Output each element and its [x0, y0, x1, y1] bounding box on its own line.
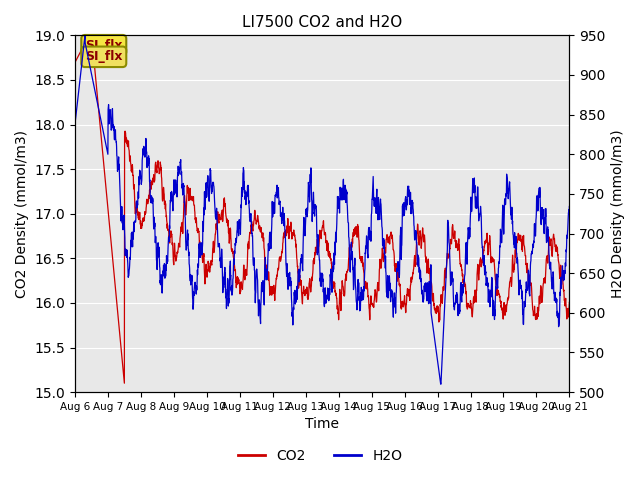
CO2	[348, 248, 355, 253]
Y-axis label: CO2 Density (mmol/m3): CO2 Density (mmol/m3)	[15, 130, 29, 298]
Text: SI_flx: SI_flx	[85, 50, 122, 63]
H2O	[437, 381, 445, 387]
H2O	[81, 33, 89, 38]
H2O	[536, 184, 543, 190]
H2O	[466, 234, 474, 240]
CO2	[88, 28, 95, 34]
CO2	[337, 292, 344, 298]
H2O	[209, 182, 217, 188]
CO2	[566, 300, 573, 305]
Line: CO2: CO2	[75, 31, 570, 383]
H2O	[71, 120, 79, 125]
Line: H2O: H2O	[75, 36, 570, 384]
X-axis label: Time: Time	[305, 418, 339, 432]
CO2	[71, 59, 79, 65]
H2O	[522, 289, 530, 295]
CO2	[209, 239, 217, 244]
H2O	[347, 247, 355, 252]
H2O	[337, 184, 344, 190]
Text: SI_flx: SI_flx	[85, 39, 122, 52]
H2O	[566, 204, 573, 209]
Legend: CO2, H2O: CO2, H2O	[232, 443, 408, 468]
CO2	[466, 304, 474, 310]
CO2	[536, 301, 543, 307]
CO2	[120, 380, 128, 386]
Title: LI7500 CO2 and H2O: LI7500 CO2 and H2O	[242, 15, 403, 30]
CO2	[522, 261, 530, 266]
Y-axis label: H2O Density (mmol/m3): H2O Density (mmol/m3)	[611, 130, 625, 298]
